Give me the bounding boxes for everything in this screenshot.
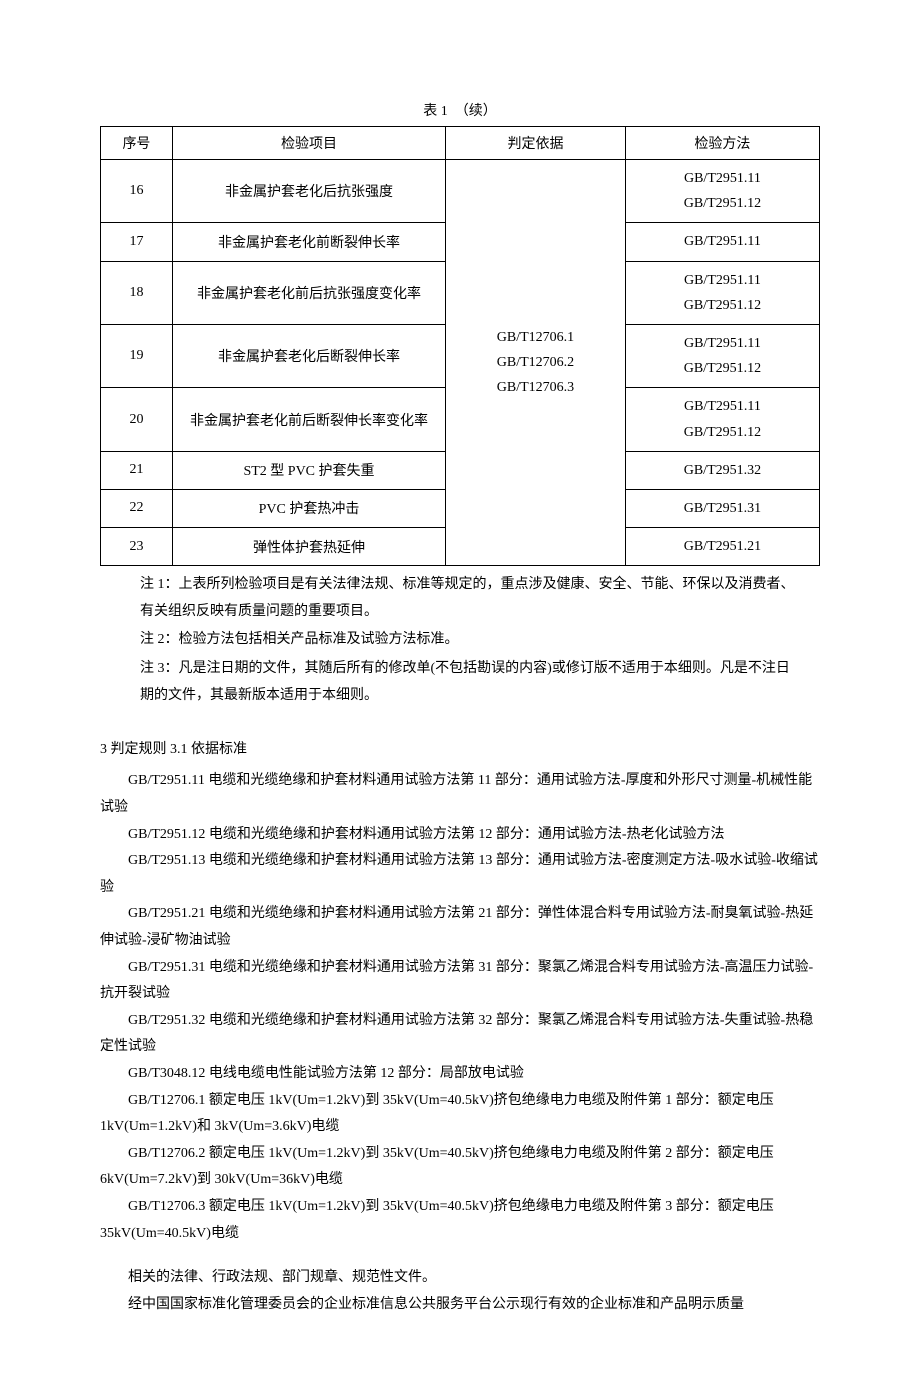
cell-method: GB/T2951.32 (625, 451, 819, 489)
standard-item: GB/T2951.31 电缆和光缆绝缘和护套材料通用试验方法第 31 部分：聚氯… (100, 955, 820, 1008)
note-1: 注 1：上表所列检验项目是有关法律法规、标准等规定的，重点涉及健康、安全、节能、… (140, 572, 800, 625)
cell-method: GB/T2951.11GB/T2951.12 (625, 160, 819, 223)
standard-item: GB/T2951.12 电缆和光缆绝缘和护套材料通用试验方法第 12 部分：通用… (100, 822, 820, 849)
table-header-row: 序号 检验项目 判定依据 检验方法 (101, 127, 820, 160)
header-item: 检验项目 (172, 127, 445, 160)
cell-seq: 18 (101, 261, 173, 324)
table-row: 16 非金属护套老化后抗张强度 GB/T12706.1GB/T12706.2GB… (101, 160, 820, 223)
cell-method: GB/T2951.11 (625, 223, 819, 261)
header-basis: 判定依据 (446, 127, 626, 160)
standards-list: GB/T2951.11 电缆和光缆绝缘和护套材料通用试验方法第 11 部分：通用… (100, 768, 820, 1247)
tail-para: 经中国国家标准化管理委员会的企业标准信息公共服务平台公示现行有效的企业标准和产品… (100, 1292, 820, 1319)
standard-item: GB/T2951.11 电缆和光缆绝缘和护套材料通用试验方法第 11 部分：通用… (100, 768, 820, 821)
cell-method: GB/T2951.11GB/T2951.12 (625, 324, 819, 387)
cell-seq: 23 (101, 528, 173, 566)
cell-seq: 19 (101, 324, 173, 387)
tail-para: 相关的法律、行政法规、部门规章、规范性文件。 (100, 1265, 820, 1292)
cell-item: 非金属护套老化前后断裂伸长率变化率 (172, 388, 445, 451)
cell-item: PVC 护套热冲击 (172, 489, 445, 527)
inspection-table: 序号 检验项目 判定依据 检验方法 16 非金属护套老化后抗张强度 GB/T12… (100, 126, 820, 566)
cell-seq: 20 (101, 388, 173, 451)
standard-item: GB/T2951.32 电缆和光缆绝缘和护套材料通用试验方法第 32 部分：聚氯… (100, 1008, 820, 1061)
standard-item: GB/T2951.21 电缆和光缆绝缘和护套材料通用试验方法第 21 部分：弹性… (100, 901, 820, 954)
standard-item: GB/T3048.12 电线电缆电性能试验方法第 12 部分：局部放电试验 (100, 1061, 820, 1088)
cell-item: 非金属护套老化前后抗张强度变化率 (172, 261, 445, 324)
cell-seq: 16 (101, 160, 173, 223)
table-title: 表 1 （续） (100, 100, 820, 120)
note-2: 注 2：检验方法包括相关产品标准及试验方法标准。 (140, 627, 800, 654)
cell-seq: 21 (101, 451, 173, 489)
section-heading: 3 判定规则 3.1 依据标准 (100, 737, 820, 762)
header-method: 检验方法 (625, 127, 819, 160)
note-3: 注 3：凡是注日期的文件，其随后所有的修改单(不包括勘误的内容)或修订版不适用于… (140, 656, 800, 709)
header-seq: 序号 (101, 127, 173, 160)
standard-item: GB/T12706.3 额定电压 1kV(Um=1.2kV)到 35kV(Um=… (100, 1194, 820, 1247)
cell-seq: 17 (101, 223, 173, 261)
tail-paragraphs: 相关的法律、行政法规、部门规章、规范性文件。 经中国国家标准化管理委员会的企业标… (100, 1265, 820, 1318)
cell-item: 弹性体护套热延伸 (172, 528, 445, 566)
cell-item: ST2 型 PVC 护套失重 (172, 451, 445, 489)
table-body: 16 非金属护套老化后抗张强度 GB/T12706.1GB/T12706.2GB… (101, 160, 820, 566)
standard-item: GB/T2951.13 电缆和光缆绝缘和护套材料通用试验方法第 13 部分：通用… (100, 848, 820, 901)
table-notes: 注 1：上表所列检验项目是有关法律法规、标准等规定的，重点涉及健康、安全、节能、… (100, 572, 820, 709)
cell-seq: 22 (101, 489, 173, 527)
cell-basis-merged: GB/T12706.1GB/T12706.2GB/T12706.3 (446, 160, 626, 566)
cell-method: GB/T2951.21 (625, 528, 819, 566)
cell-method: GB/T2951.11GB/T2951.12 (625, 388, 819, 451)
cell-item: 非金属护套老化后抗张强度 (172, 160, 445, 223)
cell-method: GB/T2951.11GB/T2951.12 (625, 261, 819, 324)
standard-item: GB/T12706.1 额定电压 1kV(Um=1.2kV)到 35kV(Um=… (100, 1088, 820, 1141)
cell-method: GB/T2951.31 (625, 489, 819, 527)
standard-item: GB/T12706.2 额定电压 1kV(Um=1.2kV)到 35kV(Um=… (100, 1141, 820, 1194)
cell-item: 非金属护套老化前断裂伸长率 (172, 223, 445, 261)
cell-item: 非金属护套老化后断裂伸长率 (172, 324, 445, 387)
